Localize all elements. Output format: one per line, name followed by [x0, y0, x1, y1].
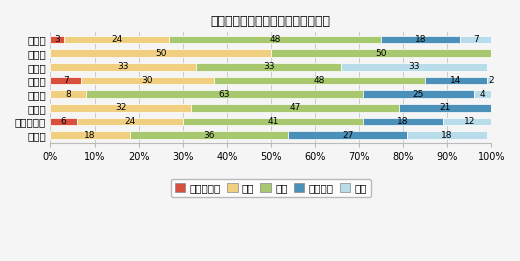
Bar [50, 77, 81, 84]
Legend: かなり強い, 強い, 普通, やや弱い, 弱い: かなり強い, 強い, 普通, やや弱い, 弱い [171, 179, 371, 197]
Text: 14: 14 [450, 76, 462, 85]
Bar [50, 63, 196, 70]
Text: 48: 48 [269, 35, 281, 44]
Text: 27: 27 [342, 131, 354, 140]
Bar [474, 90, 491, 98]
Bar [77, 118, 183, 125]
Bar [170, 36, 381, 43]
Text: 63: 63 [219, 90, 230, 99]
Text: 18: 18 [84, 131, 96, 140]
Text: 12: 12 [463, 117, 475, 126]
Text: 3: 3 [54, 35, 60, 44]
Bar [50, 104, 191, 112]
Text: 21: 21 [439, 103, 451, 112]
Text: 33: 33 [408, 62, 420, 71]
Bar [50, 118, 77, 125]
Bar [425, 77, 487, 84]
Text: 50: 50 [375, 49, 387, 58]
Bar [341, 63, 487, 70]
Bar [363, 90, 474, 98]
Text: 4: 4 [479, 90, 485, 99]
Text: 18: 18 [441, 131, 453, 140]
Text: 47: 47 [290, 103, 301, 112]
Text: 50: 50 [155, 49, 166, 58]
Bar [50, 49, 271, 57]
Text: 41: 41 [267, 117, 279, 126]
Bar [363, 118, 443, 125]
Text: 30: 30 [141, 76, 153, 85]
Text: 7: 7 [63, 76, 69, 85]
Bar [214, 77, 425, 84]
Text: 18: 18 [397, 117, 409, 126]
Text: 33: 33 [118, 62, 129, 71]
Bar [399, 104, 491, 112]
Text: 24: 24 [124, 117, 135, 126]
Bar [443, 118, 496, 125]
Bar [289, 132, 408, 139]
Text: 2: 2 [488, 76, 494, 85]
Bar [487, 77, 496, 84]
Bar [50, 90, 86, 98]
Text: 7: 7 [473, 35, 479, 44]
Bar [460, 36, 491, 43]
Text: 24: 24 [111, 35, 122, 44]
Bar [86, 90, 363, 98]
Text: 8: 8 [65, 90, 71, 99]
Text: 48: 48 [314, 76, 325, 85]
Bar [50, 132, 130, 139]
Bar [50, 36, 63, 43]
Text: 32: 32 [115, 103, 127, 112]
Bar [183, 118, 363, 125]
Bar [130, 132, 289, 139]
Bar [191, 104, 399, 112]
Bar [81, 77, 214, 84]
Bar [381, 36, 460, 43]
Bar [196, 63, 341, 70]
Title: 経営者の供給意欲について（割合）: 経営者の供給意欲について（割合） [211, 15, 331, 28]
Text: 18: 18 [415, 35, 426, 44]
Bar [408, 132, 487, 139]
Text: 36: 36 [203, 131, 215, 140]
Text: 25: 25 [413, 90, 424, 99]
Text: 6: 6 [61, 117, 67, 126]
Bar [63, 36, 170, 43]
Bar [271, 49, 491, 57]
Text: 33: 33 [263, 62, 275, 71]
